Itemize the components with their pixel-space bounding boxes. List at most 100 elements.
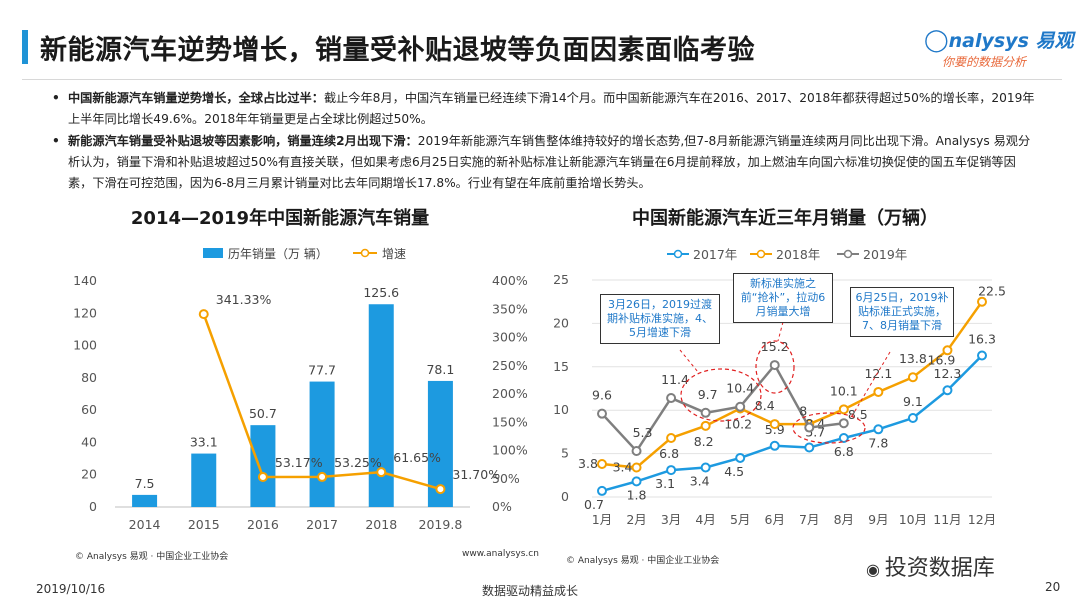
summary-bullets: • 中国新能源汽车销量逆势增长，全球占比过半：截止今年8月，中国汽车销量已经连续… [50,88,1035,195]
x-tick-label: 10月 [899,512,927,527]
x-tick-label: 7月 [799,512,819,527]
chart1-title: 2014—2019年中国新能源汽车销量 [130,208,430,229]
x-tick-label: 9月 [868,512,888,527]
series-point [769,419,780,430]
y-tick-label: 80 [81,370,97,385]
x-tick-label: 1月 [592,512,612,527]
bullet-dot-icon: • [52,91,60,105]
legend-line-label: 增速 [382,247,406,261]
series-value-label: 9.6 [592,388,612,403]
bullet-heading: 新能源汽车销量受补贴退坡等因素影响，销量连续2月出现下滑： [68,134,418,148]
legend-label: 2018年 [776,247,820,262]
bullet-text: 截止今年8月，中国汽车销量已经连续下滑14个月。而中国新能源汽车在2016、20… [68,91,1035,126]
y-tick-label: 40 [81,434,97,449]
x-tick-label: 5月 [730,512,750,527]
growth-value-label: 61.65% [393,450,441,465]
series-point [804,442,815,453]
analysys-logo: ◯nalysys 易观 你要的数据分析 [924,26,1074,74]
legend-label: 2017年 [693,247,737,262]
y-tick-label: 25 [553,272,569,287]
legend-bar-label: 历年销量（万 辆） [228,247,328,261]
series-point [631,445,642,456]
y-tick-label: 140 [73,273,97,288]
x-tick-label: 2月 [626,512,646,527]
y2-tick-label: 350% [492,301,528,316]
series-value-label: 16.9 [928,352,956,367]
series-value-label: 5.7 [805,425,825,440]
series-point [873,424,884,435]
y-tick-label: 20 [81,467,97,482]
series-point [666,465,677,476]
series-value-label: 9.7 [698,387,718,402]
series-point [666,393,677,404]
bullet-dot-icon: • [52,134,60,148]
series-value-label: 12.3 [934,366,962,381]
growth-line [202,313,441,491]
series-value-label: 13.8 [899,351,927,366]
annotation-connector [851,351,891,417]
legend-line-marker [360,248,370,258]
logo-text: nalysys 易观 [948,30,1074,52]
y2-tick-label: 50% [492,471,520,486]
series-point [700,420,711,431]
series-value-label: 1.8 [627,487,647,502]
bar [191,453,217,507]
page-number: 20 [1045,580,1061,594]
series-point [769,440,780,451]
series-value-label: 12.1 [864,366,892,381]
series-point [838,404,849,415]
bar-value-label: 125.6 [363,285,399,300]
series-point [597,408,607,419]
y-tick-label: 5 [561,446,569,461]
bar [368,304,394,507]
series-value-label: 6.8 [659,446,679,461]
series-value-label: 8.2 [694,434,714,449]
growth-point [376,467,387,478]
bar [309,381,335,507]
bar [132,494,158,507]
legend-line-marker [756,249,766,259]
series-value-label: 3.8 [578,456,598,471]
annotation-box-2: 新标准实施之前“抢补”，拉动6月销量大增 [733,273,833,323]
wechat-icon: ◉ [866,560,880,579]
series-line [601,354,983,493]
footer-date: 2019/10/16 [36,582,106,596]
series-line [601,362,844,454]
growth-point [317,471,328,482]
series-point [838,432,849,443]
wechat-watermark: ◉ 投资数据库 [866,550,995,582]
series-value-label: 4.5 [724,464,744,479]
series-point [735,452,746,463]
series-point [804,422,815,433]
annotation-connector [777,321,784,342]
y-tick-label: 20 [553,315,569,330]
legend-line-marker [673,249,683,259]
x-tick-label: 2016 [247,517,279,532]
chart2-title: 中国新能源汽车近三年月销量（万辆） [632,208,938,229]
y2-tick-label: 0% [492,499,512,514]
page-title: 新能源汽车逆势增长，销量受补贴退坡等负面因素面临考验 [40,35,755,66]
series-point [700,462,711,473]
y-tick-label: 0 [89,499,97,514]
series-value-label: 16.3 [968,332,996,347]
bar-value-label: 33.1 [190,435,218,450]
legend-label: 2019年 [863,247,907,262]
series-point [597,485,607,496]
series-value-label: 3.1 [655,476,675,491]
x-tick-label: 2018 [365,517,397,532]
series-point [769,360,780,371]
bar [427,380,453,507]
x-tick-label: 2017 [306,517,338,532]
y-tick-label: 60 [81,402,97,417]
series-point [631,476,642,487]
bullet-item: • 新能源汽车销量受补贴退坡等因素影响，销量连续2月出现下滑：2019年新能源汽… [50,131,1035,194]
series-value-label: 8.5 [848,407,868,422]
series-point [804,419,815,430]
x-tick-label: 6月 [765,512,785,527]
series-value-label: 15.2 [761,339,789,354]
title-accent-bar [22,30,28,64]
logo-circle-icon: ◯ [924,28,949,53]
y2-tick-label: 250% [492,358,528,373]
bar [250,425,276,507]
series-point [700,407,711,418]
